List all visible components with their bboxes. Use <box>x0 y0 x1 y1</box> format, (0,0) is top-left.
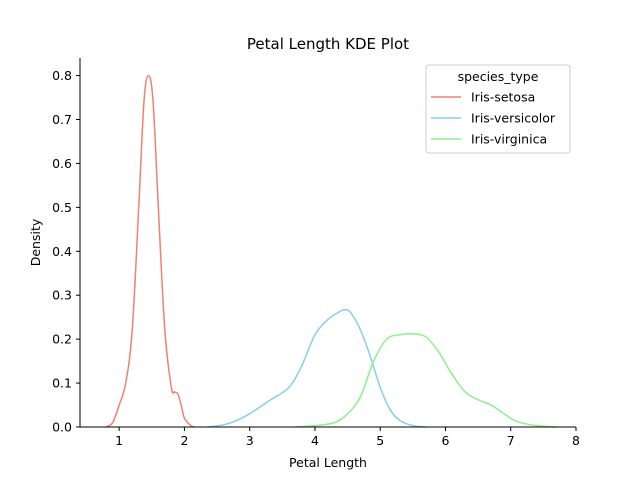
x-axis-label: Petal Length <box>289 455 367 470</box>
x-tick-label: 6 <box>441 433 449 448</box>
y-axis-label: Density <box>28 218 43 266</box>
y-tick-label: 0.3 <box>52 288 72 303</box>
y-tick-label: 0.2 <box>52 332 72 347</box>
y-tick-label: 0.7 <box>52 112 72 127</box>
x-tick-label: 2 <box>180 433 188 448</box>
x-tick-label: 4 <box>311 433 319 448</box>
x-axis-ticks: 1 2 3 4 5 6 7 8 <box>115 427 580 448</box>
series-line-iris-setosa <box>105 74 195 428</box>
x-tick-label: 7 <box>507 433 515 448</box>
y-tick-label: 0.4 <box>52 244 72 259</box>
series-line-iris-versicolor <box>207 308 426 428</box>
legend-title: species_type <box>458 69 539 84</box>
y-tick-label: 0.6 <box>52 156 72 171</box>
x-tick-label: 1 <box>115 433 123 448</box>
y-tick-label: 0.5 <box>52 200 72 215</box>
y-tick-label: 0.1 <box>52 376 72 391</box>
x-tick-label: 8 <box>572 433 580 448</box>
y-tick-label: 0.0 <box>52 420 72 435</box>
y-axis-ticks: 0.0 0.1 0.2 0.3 0.4 0.5 0.6 0.7 0.8 <box>52 68 80 435</box>
series-line-iris-virginica <box>295 332 557 428</box>
plot-area <box>105 74 557 428</box>
legend-label-iris-versicolor: Iris-versicolor <box>471 111 556 126</box>
chart-title: Petal Length KDE Plot <box>247 35 409 53</box>
x-tick-label: 3 <box>246 433 254 448</box>
legend: species_type Iris-setosaIris-versicolorI… <box>425 64 571 154</box>
legend-label-iris-setosa: Iris-setosa <box>471 90 535 105</box>
legend-entries: Iris-setosa Iris-versicolor Iris-virginica <box>431 90 556 147</box>
legend-frame <box>425 64 571 154</box>
legend-label-iris-virginica: Iris-virginica <box>471 132 547 147</box>
x-tick-label: 5 <box>376 433 384 448</box>
y-tick-label: 0.8 <box>52 68 72 83</box>
